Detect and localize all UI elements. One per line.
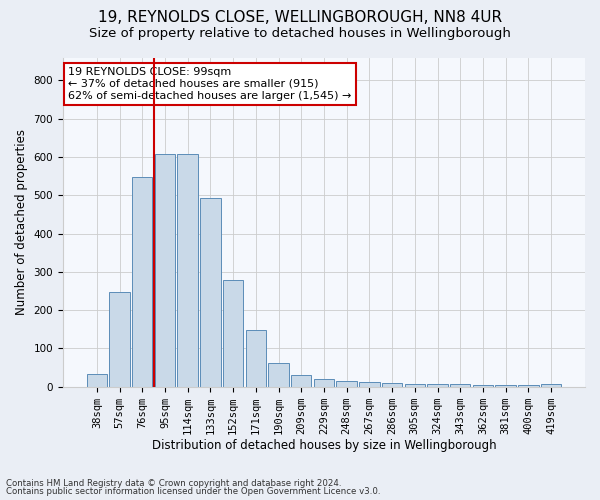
Bar [223, 280, 244, 386]
Bar [496, 385, 516, 386]
Bar [404, 384, 425, 386]
Text: 19 REYNOLDS CLOSE: 99sqm
← 37% of detached houses are smaller (915)
62% of semi-: 19 REYNOLDS CLOSE: 99sqm ← 37% of detach… [68, 68, 352, 100]
Bar [427, 384, 448, 386]
Text: 19, REYNOLDS CLOSE, WELLINGBOROUGH, NN8 4UR: 19, REYNOLDS CLOSE, WELLINGBOROUGH, NN8 … [98, 10, 502, 25]
Bar [86, 374, 107, 386]
Bar [109, 292, 130, 386]
Bar [518, 385, 539, 386]
Bar [473, 385, 493, 386]
X-axis label: Distribution of detached houses by size in Wellingborough: Distribution of detached houses by size … [152, 440, 496, 452]
Y-axis label: Number of detached properties: Number of detached properties [15, 129, 28, 315]
Bar [268, 363, 289, 386]
Bar [155, 154, 175, 386]
Bar [541, 384, 561, 386]
Text: Size of property relative to detached houses in Wellingborough: Size of property relative to detached ho… [89, 28, 511, 40]
Bar [200, 198, 221, 386]
Bar [337, 380, 357, 386]
Bar [382, 383, 403, 386]
Text: Contains HM Land Registry data © Crown copyright and database right 2024.: Contains HM Land Registry data © Crown c… [6, 478, 341, 488]
Bar [314, 379, 334, 386]
Bar [359, 382, 380, 386]
Bar [245, 330, 266, 386]
Text: Contains public sector information licensed under the Open Government Licence v3: Contains public sector information licen… [6, 487, 380, 496]
Bar [291, 375, 311, 386]
Bar [132, 176, 152, 386]
Bar [178, 154, 198, 386]
Bar [450, 384, 470, 386]
